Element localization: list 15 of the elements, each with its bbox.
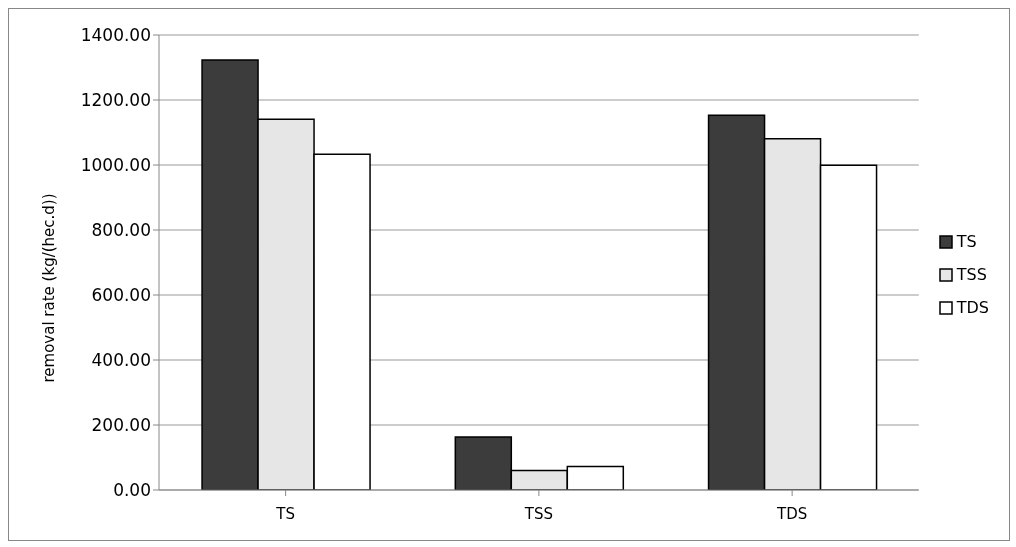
y-tick-label: 200.00 xyxy=(91,415,151,436)
y-tick-label: 400.00 xyxy=(91,350,151,371)
y-tick-label: 0.00 xyxy=(113,480,151,501)
y-tick-label: 1000.00 xyxy=(80,155,151,176)
y-axis-title: removal rate (kg/(hec.d)) xyxy=(40,193,59,383)
x-tick-label: TSS xyxy=(523,504,553,523)
y-tick-label: 1400.00 xyxy=(80,25,151,46)
y-tick-label: 800.00 xyxy=(91,220,151,241)
x-tick-label: TS xyxy=(275,504,295,523)
y-tick-label: 1200.00 xyxy=(80,90,151,111)
x-tick-label: TDS xyxy=(776,504,808,523)
legend-label: TSS xyxy=(956,265,987,284)
y-tick-label: 600.00 xyxy=(91,285,151,306)
legend-label: TS xyxy=(956,232,977,251)
legend-label: TDS xyxy=(956,298,989,317)
